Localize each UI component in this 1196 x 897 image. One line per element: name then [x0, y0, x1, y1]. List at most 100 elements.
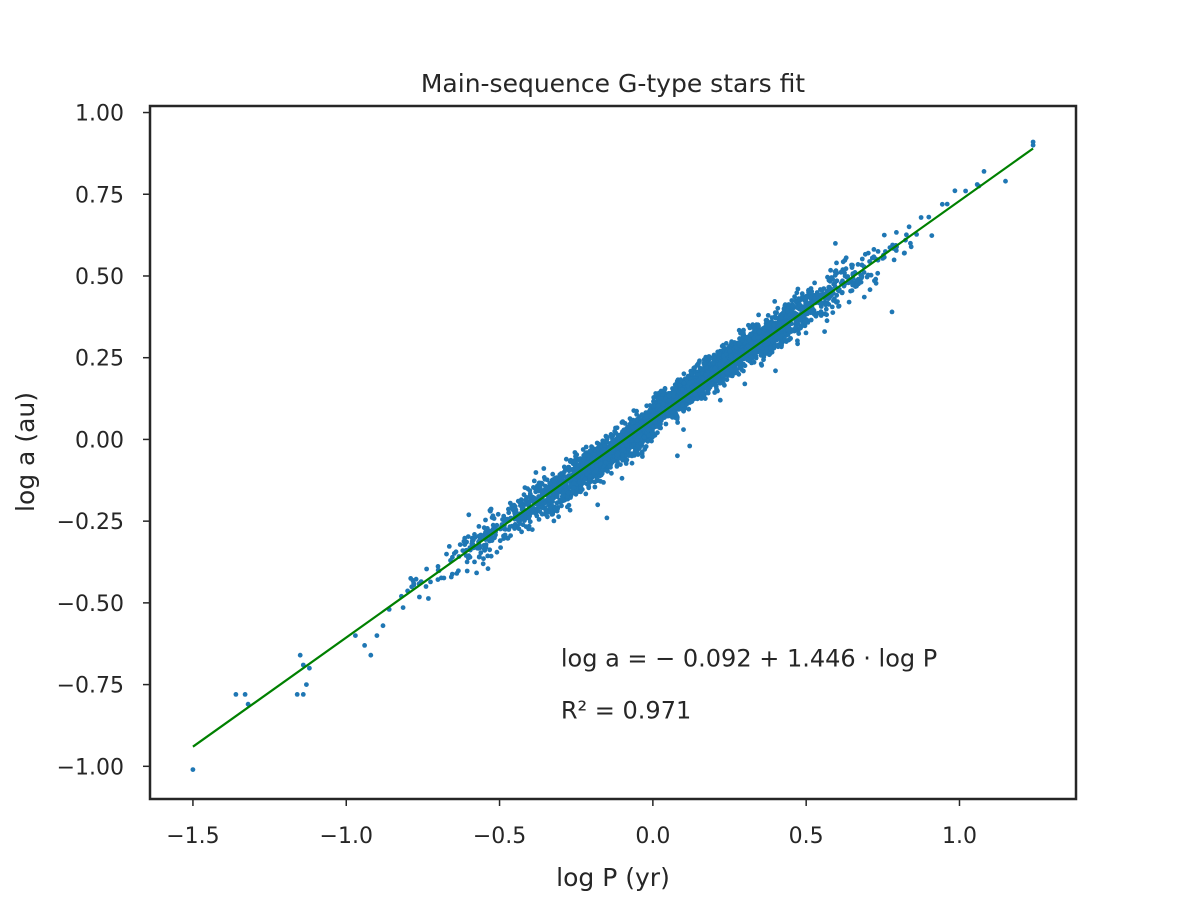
scatter-point — [538, 482, 543, 487]
scatter-point — [488, 553, 494, 559]
y-tick-label: −1.00 — [57, 755, 124, 780]
scatter-point — [796, 296, 802, 302]
scatter-point — [486, 528, 492, 534]
scatter-point — [571, 485, 577, 491]
scatter-point — [695, 396, 700, 402]
scatter-point — [681, 427, 686, 432]
scatter-point — [626, 428, 632, 433]
scatter-point — [516, 526, 522, 532]
scatter-point — [590, 463, 596, 469]
scatter-point — [545, 484, 550, 490]
scatter-point — [854, 283, 859, 289]
scatter-point — [756, 312, 761, 318]
scatter-point — [867, 287, 873, 293]
scatter-point — [701, 360, 707, 366]
scatter-point — [1030, 142, 1036, 148]
scatter-point — [728, 367, 734, 373]
scatter-point — [474, 570, 479, 576]
scatter-point — [605, 468, 610, 474]
scatter-point — [663, 421, 669, 427]
scatter-point — [671, 390, 677, 396]
scatter-point — [627, 416, 633, 421]
scatter-point — [478, 550, 484, 556]
scatter-point — [566, 502, 572, 508]
scatter-point — [708, 382, 714, 388]
scatter-point — [619, 475, 625, 481]
y-tick-label: −0.50 — [57, 592, 124, 617]
scatter-point — [597, 473, 603, 479]
scatter-point — [706, 354, 712, 359]
scatter-point — [584, 460, 590, 466]
scatter-point — [774, 334, 779, 340]
scatter-point — [539, 505, 545, 510]
scatter-point — [645, 438, 650, 444]
scatter-point — [362, 643, 367, 648]
scatter-point — [818, 313, 824, 318]
x-tick-label: 1.0 — [942, 824, 977, 849]
scatter-point — [522, 485, 528, 490]
scatter-point — [871, 247, 877, 252]
plot-area — [148, 104, 1078, 801]
scatter-point — [498, 545, 503, 550]
scatter-point — [598, 461, 603, 467]
scatter-point — [615, 461, 621, 466]
scatter-point — [497, 538, 503, 544]
scatter-point — [850, 282, 855, 288]
scatter-point — [435, 564, 441, 569]
scatter-point — [667, 398, 672, 403]
scatter-point — [839, 290, 845, 296]
scatter-point — [574, 466, 580, 472]
scatter-point — [592, 484, 598, 490]
scatter-point — [686, 406, 692, 412]
scatter-point — [832, 272, 838, 278]
scatter-point — [578, 485, 584, 491]
y-tick-label: 0.75 — [75, 183, 124, 208]
scatter-point — [551, 518, 557, 524]
scatter-point — [745, 344, 751, 349]
scatter-point — [495, 511, 501, 517]
scatter-point — [812, 280, 817, 286]
scatter-point — [424, 566, 429, 572]
scatter-point — [618, 433, 623, 439]
scatter-point — [677, 378, 683, 384]
scatter-point — [939, 201, 945, 207]
scatter-point — [550, 471, 556, 477]
scatter-point — [494, 549, 500, 555]
scatter-point — [686, 380, 692, 386]
scatter-point — [830, 276, 836, 282]
scatter-point — [872, 278, 877, 284]
x-tick-label: 0.5 — [789, 824, 824, 849]
scatter-point — [517, 499, 522, 505]
scatter-point — [453, 549, 459, 555]
scatter-point — [840, 259, 846, 265]
scatter-point — [368, 652, 374, 658]
scatter-point — [536, 517, 542, 522]
scatter-point — [1003, 178, 1008, 184]
fit-equation-annotation: log a = − 0.092 + 1.446 · log P — [561, 644, 937, 672]
scatter-point — [542, 511, 548, 517]
scatter-point — [653, 424, 658, 430]
scatter-point — [554, 500, 560, 506]
scatter-point — [571, 480, 577, 486]
scatter-point — [929, 233, 935, 239]
scatter-point — [700, 376, 705, 381]
scatter-point — [472, 559, 477, 565]
scatter-point — [580, 447, 586, 452]
scatter-point — [821, 286, 827, 291]
scatter-point — [638, 419, 644, 425]
scatter-point — [775, 343, 781, 349]
scatter-point — [804, 311, 810, 316]
scatter-point — [755, 335, 761, 340]
scatter-point — [616, 445, 621, 451]
scatter-point — [722, 376, 727, 382]
scatter-point — [823, 306, 829, 312]
scatter-point — [850, 262, 855, 268]
scatter-point — [604, 434, 609, 440]
scatter-point — [493, 532, 498, 538]
scatter-point — [622, 421, 628, 426]
scatter-point — [702, 396, 708, 401]
scatter-point — [531, 509, 537, 514]
x-axis-ticks: −1.5 −1.0 −0.5 0.0 0.5 1.0 — [166, 799, 977, 849]
scatter-point — [722, 382, 727, 388]
